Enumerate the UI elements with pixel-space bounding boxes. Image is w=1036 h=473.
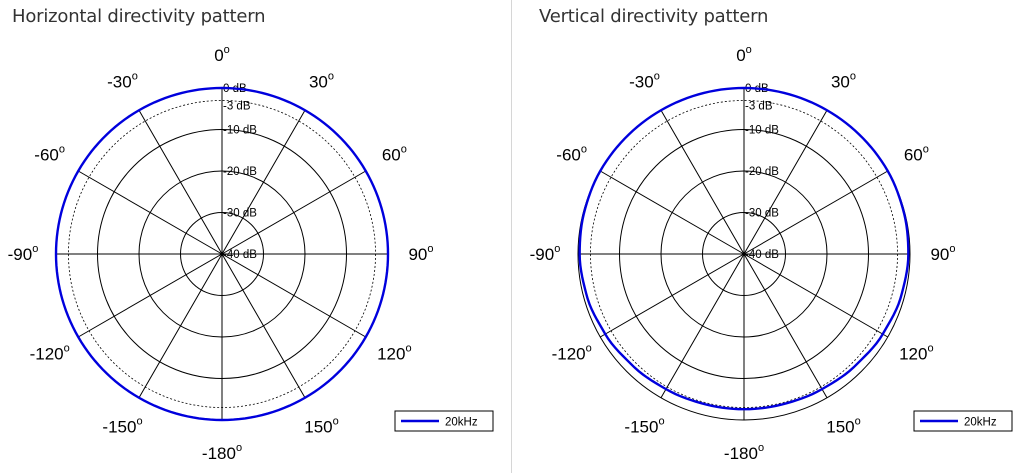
chart-legend: 20kHz [394,410,494,432]
chart-title: Vertical directivity pattern [539,6,769,27]
angle-tick-label: -120o [30,343,70,364]
angle-tick-label: -90o [530,243,561,264]
grid-spoke [743,253,889,338]
db-tick-label: -3 dB [223,100,251,112]
horizontal-chart-panel: Horizontal directivity pattern 0 dB -3 dB… [8,6,494,463]
legend-label: 20kHz [445,417,478,429]
grid-spoke [77,253,223,338]
angle-tick-label: 0o [736,44,752,65]
angle-tick-label: 120o [377,343,412,364]
db-tick-label: -10 dB [745,125,779,137]
grid-spoke [743,170,889,255]
angle-tick-label: 60o [382,144,407,165]
angle-tick-label: -60o [34,144,65,165]
angle-tick-label: 90o [930,243,955,264]
grid-spoke [221,170,367,255]
vertical-polar-chart: 0 dB-3 dB-10 dB-20 dB-30 dB-40 dB0o30o60… [530,44,1013,463]
angle-tick-label: 30o [831,71,856,92]
grid-spoke [221,253,306,399]
grid-spoke [221,253,367,338]
db-tick-label: -30 dB [223,208,257,220]
panel-divider [511,0,512,473]
db-tick-label: -40 dB [223,249,257,261]
series-line [54,86,390,422]
angle-tick-label: -90o [8,243,39,264]
db-tick-label: -10 dB [223,125,257,137]
grid-spoke [743,253,828,399]
angle-tick-label: -150o [102,415,142,436]
angle-tick-label: 30o [309,71,334,92]
angle-tick-label: 0o [214,44,230,65]
db-tick-label: -40 dB [745,249,779,261]
angle-tick-label: 150o [826,415,861,436]
db-tick-label: -20 dB [745,166,779,178]
angle-tick-label: 60o [904,144,929,165]
db-tick-label: -30 dB [745,208,779,220]
grid-spoke [138,253,223,399]
angle-tick-label: -180o [202,442,242,463]
chart-title: Horizontal directivity pattern [12,6,266,27]
angle-tick-label: 90o [408,243,433,264]
db-tick-label: -20 dB [223,166,257,178]
legend-box [394,410,494,432]
chart-legend: 20kHz [913,410,1013,432]
legend-label: 20kHz [964,417,997,429]
angle-tick-label: 150o [304,415,339,436]
grid-spoke [660,253,745,399]
angle-tick-label: -150o [624,415,664,436]
angle-tick-label: -180o [724,442,764,463]
grid-spoke [743,109,828,255]
series-line [578,86,910,411]
grid-spoke [660,109,745,255]
horizontal-polar-chart: 0 dB-3 dB-10 dB-20 dB-30 dB-40 dB0o30o60… [8,44,494,463]
angle-tick-label: 120o [899,343,934,364]
grid-spoke [599,170,745,255]
grid-spoke [77,170,223,255]
grid-spoke [599,253,745,338]
db-tick-label: -3 dB [745,100,773,112]
grid-spoke [138,109,223,255]
legend-box [913,410,1013,432]
vertical-chart-panel: Vertical directivity pattern 0 dB -3 dB -1… [518,0,1036,473]
grid-spoke [221,109,306,255]
angle-tick-label: -30o [629,71,660,92]
angle-tick-label: -60o [556,144,587,165]
angle-tick-label: -30o [107,71,138,92]
angle-tick-label: -120o [552,343,592,364]
